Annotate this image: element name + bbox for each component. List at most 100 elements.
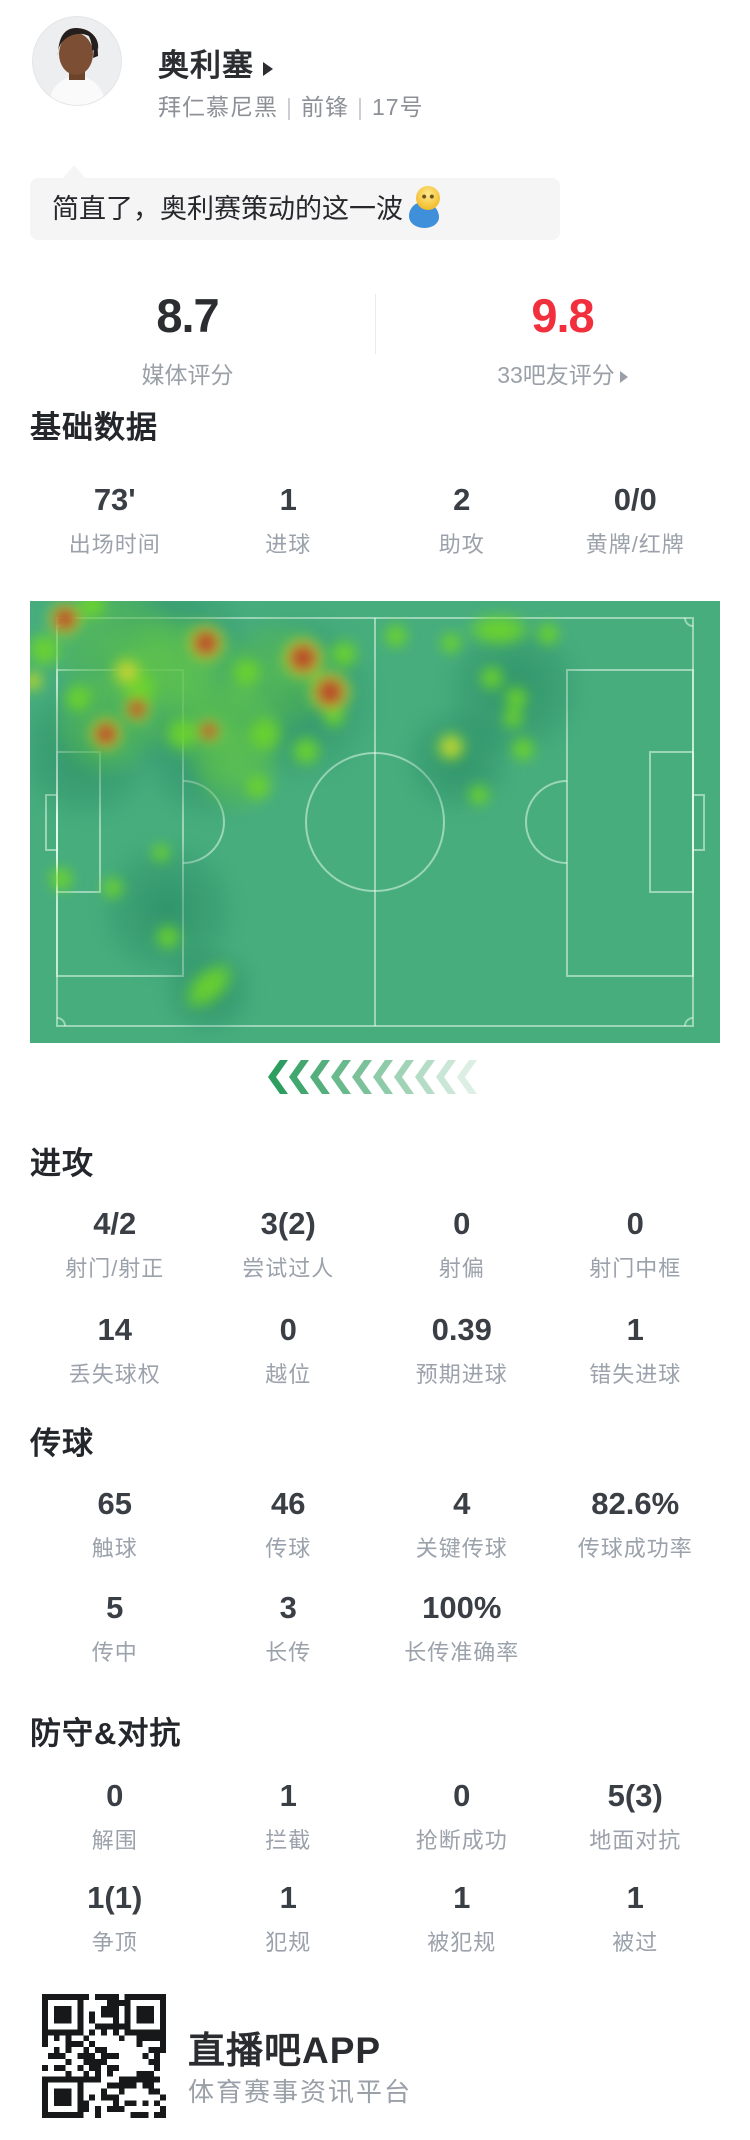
heat-blob: [149, 917, 187, 956]
stat-cell: 2 助攻: [375, 482, 549, 559]
stat-cell: 65 触球: [28, 1486, 202, 1563]
stat-value: 82.6%: [591, 1486, 680, 1521]
heat-blob: [504, 730, 543, 769]
stat-value: 3: [279, 1590, 297, 1625]
player-position: 前锋: [300, 94, 349, 120]
stat-label: 丢失球权: [68, 1362, 161, 1387]
stat-label: 争顶: [91, 1930, 138, 1955]
heat-blob: [428, 724, 473, 769]
stat-label: 犯规: [265, 1930, 312, 1955]
player-avatar[interactable]: [32, 16, 122, 106]
stat-value: 5(3): [607, 1778, 663, 1813]
stat-label: 地面对抗: [589, 1828, 682, 1853]
fan-rating-label: 33吧友评分: [497, 362, 615, 388]
heat-blob: [95, 871, 130, 906]
stat-value: 1: [626, 1880, 644, 1915]
stat-cell: 1 被过: [549, 1880, 723, 1957]
section-title-basic: 基础数据: [30, 410, 158, 445]
stat-value: 65: [97, 1486, 132, 1521]
heat-blob: [284, 729, 328, 774]
stat-cell: 100% 长传准确率: [375, 1590, 549, 1667]
stat-value: 1: [279, 482, 297, 517]
stat-row-passing-2: 5 传中 3 长传 100% 长传准确率: [0, 1590, 750, 1667]
stat-row-attack-1: 4/2 射门/射正 3(2) 尝试过人 0 射偏 0 射门中框: [0, 1206, 750, 1283]
stat-label: 进球: [265, 532, 312, 557]
stat-cell: 3(2) 尝试过人: [202, 1206, 376, 1283]
heat-blob: [81, 709, 130, 758]
stat-value: 1(1): [87, 1880, 143, 1915]
stat-cell: 5(3) 地面对抗: [549, 1778, 723, 1855]
stat-value: 14: [97, 1312, 132, 1347]
hot-comment-text: 简直了，奥利赛策动的这一波: [52, 194, 403, 224]
stat-value: 100%: [422, 1590, 502, 1625]
stat-cell: 46 传球: [202, 1486, 376, 1563]
stat-label: 触球: [91, 1536, 138, 1561]
stat-row-defense-2: 1(1) 争顶 1 犯规 1 被犯规 1 被过: [0, 1880, 750, 1957]
stat-cell: 0/0 黄牌/红牌: [549, 482, 723, 559]
stat-cell: 1 进球: [202, 482, 376, 559]
heat-blob: [178, 615, 233, 670]
stat-label: 长传准确率: [404, 1640, 520, 1665]
heat-blob: [225, 649, 270, 694]
ratings-divider: [375, 294, 376, 354]
stat-cell: 5 传中: [28, 1590, 202, 1667]
stat-label: 被过: [612, 1930, 659, 1955]
heat-blob: [238, 707, 291, 760]
stat-label: 抢断成功: [415, 1828, 508, 1853]
section-title-passing: 传球: [30, 1426, 94, 1461]
stat-value: 4: [453, 1486, 471, 1521]
stat-cell: 1 犯规: [202, 1880, 376, 1957]
app-tagline: 体育赛事资讯平台: [188, 2077, 413, 2107]
stat-label: 射门中框: [589, 1256, 682, 1281]
stat-value: 0: [453, 1206, 471, 1241]
stat-label: 传中: [91, 1640, 138, 1665]
player-number: 17号: [371, 94, 424, 120]
stat-label: 拦截: [265, 1828, 312, 1853]
stat-value: 0.39: [431, 1312, 492, 1347]
stat-label: 越位: [265, 1362, 312, 1387]
stat-value: 0: [106, 1778, 124, 1813]
player-name-row[interactable]: 奥利塞: [158, 40, 273, 85]
stat-value: 1: [279, 1880, 297, 1915]
stat-cell: 0 解围: [28, 1778, 202, 1855]
stat-cell: 4 关键传球: [375, 1486, 549, 1563]
stat-row-passing-1: 65 触球 46 传球 4 关键传球 82.6% 传球成功率: [0, 1486, 750, 1563]
stat-cell: 3 长传: [202, 1590, 376, 1667]
heat-blob: [461, 778, 496, 813]
heat-blob: [300, 661, 361, 722]
heat-blob: [30, 664, 50, 697]
heat-blob: [102, 647, 151, 696]
player-name: 奥利塞: [158, 48, 254, 83]
heat-blob: [146, 837, 177, 868]
swaddled-smiley-emoji: [407, 186, 447, 228]
momentum-arrows: [267, 1060, 479, 1099]
player-team: 拜仁慕尼黑: [158, 94, 278, 120]
stat-cell: 1 被犯规: [375, 1880, 549, 1957]
bubble-tail: [62, 165, 86, 179]
qr-code: [42, 1994, 166, 2118]
section-title-attack: 进攻: [30, 1146, 94, 1181]
stat-value: 0: [453, 1778, 471, 1813]
stat-value: 1: [626, 1312, 644, 1347]
avatar-photo: [32, 16, 122, 106]
heat-blob: [40, 601, 89, 643]
heatmap-layer: [30, 601, 720, 1043]
stat-cell: 0 越位: [202, 1312, 376, 1389]
stat-value: 3(2): [260, 1206, 316, 1241]
stat-value: 73': [93, 482, 136, 517]
heat-blob: [529, 616, 566, 653]
stat-cell: 14 丢失球权: [28, 1312, 202, 1389]
stat-value: 0/0: [613, 482, 657, 517]
heatmap-pitch: [30, 601, 720, 1043]
stat-label: 被犯规: [427, 1930, 497, 1955]
stat-label: 长传: [265, 1640, 312, 1665]
hot-comment-bubble[interactable]: 简直了，奥利赛策动的这一波: [30, 178, 560, 240]
stat-cell: 73' 出场时间: [28, 482, 202, 559]
fan-rating-value: 9.8: [531, 289, 594, 342]
stat-value: 4/2: [93, 1206, 137, 1241]
heat-blob: [42, 860, 81, 899]
stat-row-basic: 73' 出场时间 1 进球 2 助攻 0/0 黄牌/红牌: [0, 482, 750, 559]
fan-rating-row[interactable]: 33吧友评分: [375, 356, 750, 390]
expand-triangle-icon: [263, 62, 273, 76]
heat-blob: [496, 701, 530, 736]
